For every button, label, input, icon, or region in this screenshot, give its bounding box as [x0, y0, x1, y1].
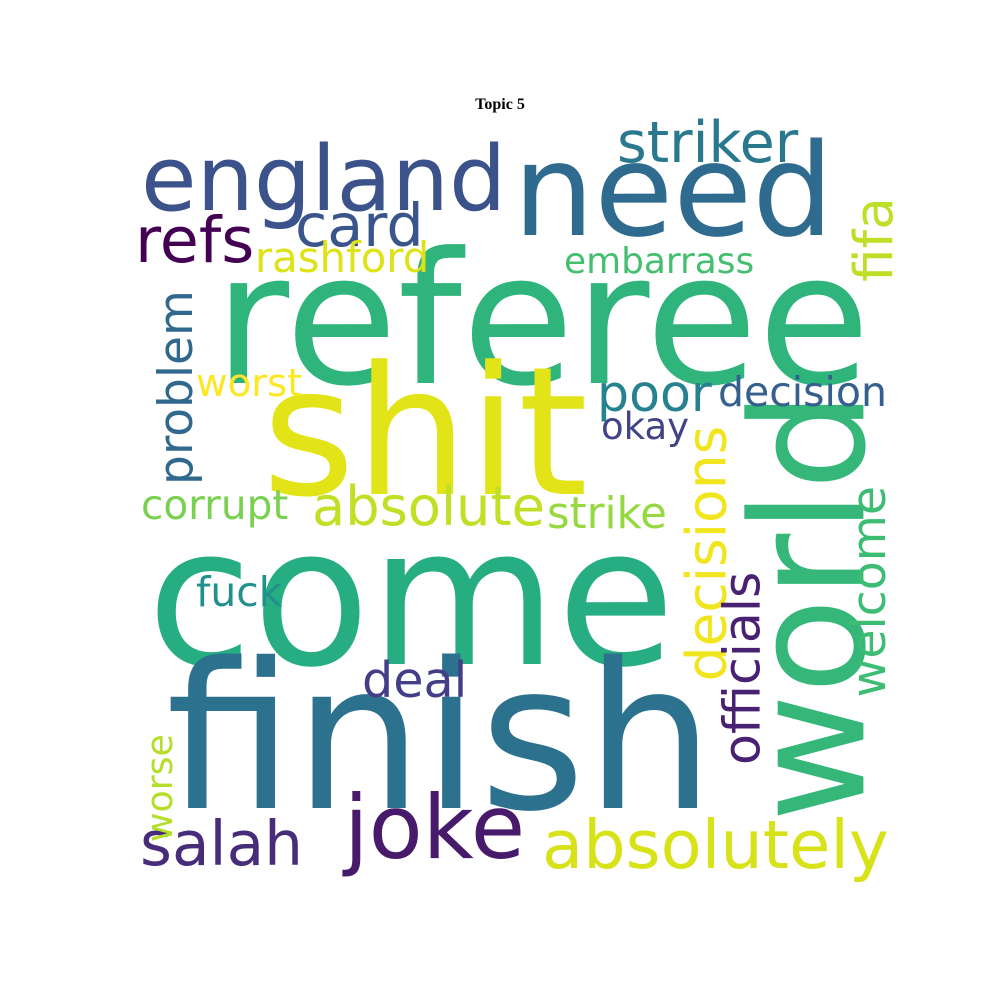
- word-need: need: [513, 117, 834, 266]
- chart-title: Topic 5: [475, 96, 525, 113]
- word-refs: refs: [135, 203, 255, 277]
- word-strike: strike: [547, 489, 667, 539]
- word-shit: shit: [262, 328, 588, 537]
- word-problem: problem: [148, 290, 204, 485]
- word-finish: finish: [166, 619, 715, 856]
- word-fuck: fuck: [196, 567, 283, 616]
- word-absolute: absolute: [312, 475, 545, 538]
- word-england: england: [141, 127, 507, 232]
- word-striker: striker: [617, 109, 799, 176]
- word-absolutely: absolutely: [542, 806, 889, 884]
- word-poor: poor: [597, 364, 712, 423]
- word-card: card: [295, 191, 424, 260]
- word-worst: worst: [196, 361, 303, 406]
- word-salah: salah: [140, 809, 304, 880]
- word-come: come: [147, 486, 676, 710]
- word-officials: officials: [711, 571, 771, 765]
- word-fifa: fifa: [842, 197, 905, 282]
- word-rashford: rashford: [255, 232, 430, 282]
- word-corrupt: corrupt: [141, 480, 289, 529]
- word-worse: worse: [137, 734, 181, 843]
- word-joke: joke: [344, 776, 526, 879]
- word-welcome: welcome: [841, 486, 897, 698]
- word-decision: decision: [718, 367, 888, 416]
- word-okay: okay: [601, 404, 690, 448]
- word-deal: deal: [362, 650, 468, 709]
- word-embarrass: embarrass: [564, 241, 755, 282]
- word-referee: referee: [214, 214, 871, 427]
